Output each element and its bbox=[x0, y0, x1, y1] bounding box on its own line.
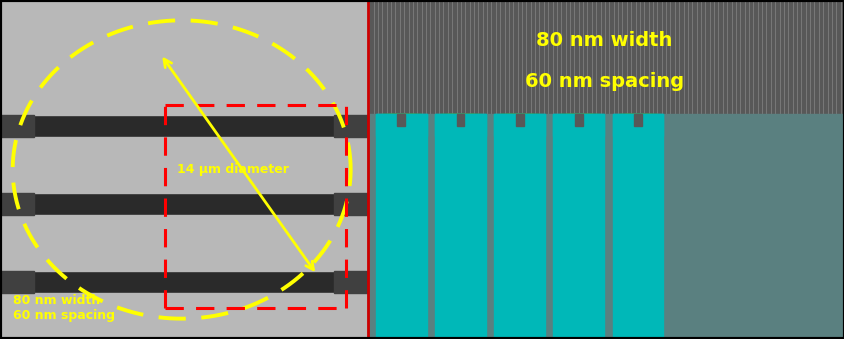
Bar bbox=[333, 271, 367, 293]
Bar bbox=[376, 114, 426, 339]
Bar bbox=[565, 114, 592, 125]
Bar bbox=[394, 114, 408, 339]
Bar bbox=[381, 114, 420, 339]
Bar bbox=[512, 114, 526, 120]
Bar bbox=[446, 114, 473, 339]
Bar bbox=[624, 114, 651, 339]
Bar bbox=[500, 114, 538, 130]
Bar bbox=[618, 114, 657, 130]
Bar bbox=[0, 193, 34, 215]
Bar bbox=[387, 114, 414, 125]
Bar bbox=[333, 193, 367, 215]
Bar bbox=[494, 114, 544, 339]
Text: 80 nm width: 80 nm width bbox=[535, 31, 672, 50]
Bar bbox=[446, 114, 473, 125]
Bar bbox=[0, 137, 367, 193]
Bar bbox=[515, 114, 523, 126]
Bar bbox=[333, 115, 367, 137]
Bar bbox=[0, 115, 34, 137]
Bar bbox=[506, 114, 533, 125]
Bar bbox=[494, 114, 544, 136]
Bar bbox=[512, 114, 526, 339]
Bar bbox=[453, 114, 467, 120]
Bar bbox=[453, 114, 467, 339]
Bar bbox=[456, 114, 464, 126]
Bar bbox=[565, 114, 592, 339]
Bar bbox=[0, 193, 367, 215]
Bar bbox=[559, 114, 598, 130]
Bar bbox=[394, 114, 408, 120]
Bar bbox=[500, 114, 538, 339]
Bar bbox=[0, 115, 367, 137]
Bar bbox=[0, 271, 367, 293]
Bar bbox=[441, 114, 479, 339]
Bar bbox=[387, 114, 414, 339]
Bar bbox=[624, 114, 651, 125]
Bar bbox=[397, 114, 405, 126]
Bar bbox=[0, 271, 34, 293]
Bar bbox=[0, 0, 367, 115]
Bar bbox=[367, 114, 844, 339]
Bar bbox=[367, 0, 844, 339]
Bar bbox=[571, 114, 585, 339]
Bar bbox=[553, 114, 603, 339]
Bar bbox=[441, 114, 479, 130]
Bar bbox=[612, 114, 663, 136]
Bar bbox=[553, 114, 603, 136]
Bar bbox=[506, 114, 533, 339]
Bar bbox=[0, 215, 367, 271]
Bar bbox=[0, 0, 367, 339]
Text: 14 μm diameter: 14 μm diameter bbox=[177, 163, 289, 176]
Text: 80 nm width
60 nm spacing: 80 nm width 60 nm spacing bbox=[13, 294, 115, 322]
Bar bbox=[559, 114, 598, 339]
Bar bbox=[376, 114, 426, 136]
Text: 60 nm spacing: 60 nm spacing bbox=[524, 72, 683, 91]
Bar bbox=[574, 114, 582, 126]
Bar bbox=[0, 293, 367, 339]
Bar bbox=[435, 114, 485, 339]
Bar bbox=[630, 114, 644, 120]
Bar bbox=[633, 114, 641, 126]
Bar bbox=[435, 114, 485, 136]
Bar bbox=[612, 114, 663, 339]
Bar bbox=[618, 114, 657, 339]
Bar bbox=[381, 114, 420, 130]
Bar bbox=[571, 114, 585, 120]
Bar bbox=[630, 114, 644, 339]
